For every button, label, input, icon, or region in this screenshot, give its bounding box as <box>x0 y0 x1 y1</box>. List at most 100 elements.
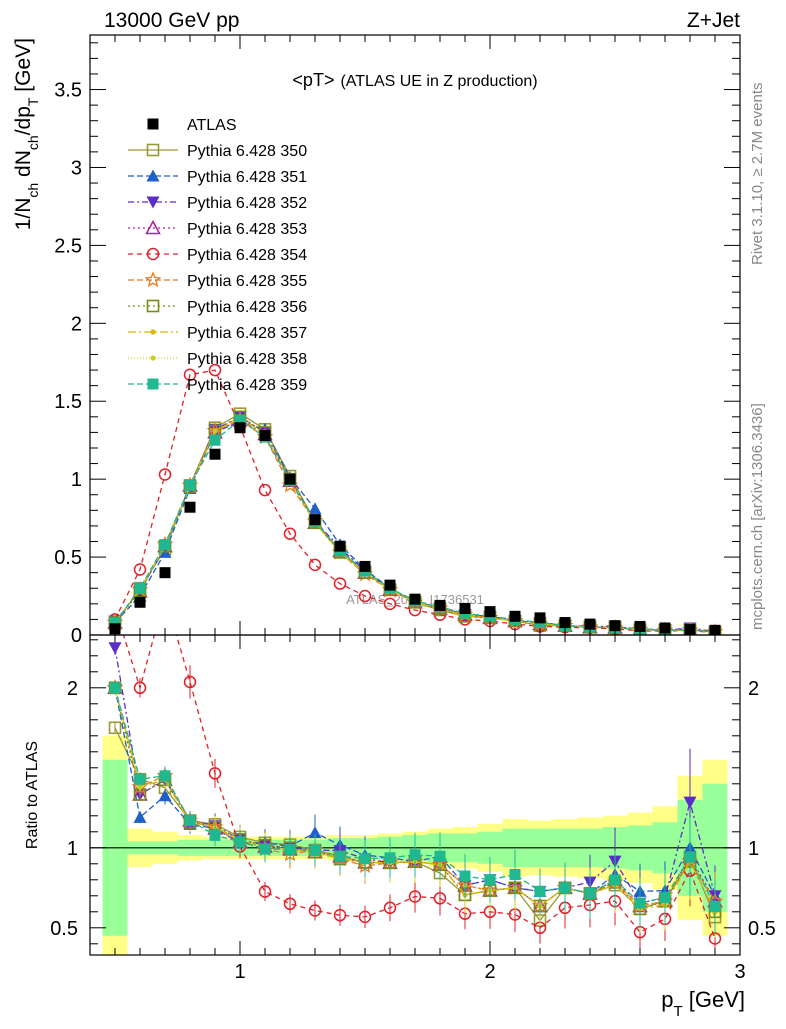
ratio-point-10 <box>284 843 296 855</box>
legend-label-6: Pythia 6.428 355 <box>187 273 307 290</box>
series-point-5 <box>158 468 172 481</box>
ratio-tick-label-left: 2 <box>67 678 78 700</box>
legend-marker-6 <box>144 271 162 288</box>
ratio-point-10 <box>259 843 271 855</box>
x-axis-label: pT [GeV] <box>661 987 745 1020</box>
side-label-top: Rivet 3.1.10, ≥ 2.7M events <box>749 83 766 266</box>
ratio-point-3 <box>683 796 697 809</box>
legend-marker-3 <box>146 196 160 209</box>
ratio-point-5 <box>333 908 347 922</box>
legend-label-9: Pythia 6.428 358 <box>187 351 307 368</box>
ratio-point-3 <box>108 642 122 655</box>
legend-marker-7 <box>146 299 160 313</box>
ratio-point-5 <box>183 675 197 689</box>
y-tick-label: 2.5 <box>54 235 82 257</box>
series-point-5 <box>183 368 197 381</box>
ratio-tick-label-left: 1 <box>67 838 78 860</box>
ratio-point-10 <box>109 682 121 694</box>
legend: ATLAS Pythia 6.428 350 Pythia 6.428 351 Pyt… <box>128 117 307 394</box>
series-point-5 <box>133 563 147 576</box>
series-point-5 <box>333 577 347 590</box>
y-tick-label: 0 <box>71 625 82 647</box>
legend-label-data: ATLAS <box>187 117 237 134</box>
legend-label-2: Pythia 6.428 351 <box>187 169 307 186</box>
ratio-point-5 <box>308 904 322 917</box>
header-left-text: 13000 GeV pp <box>104 9 239 32</box>
data-point <box>159 567 171 579</box>
y-tick-label: 0.5 <box>54 547 82 569</box>
ratio-point-10 <box>559 882 571 894</box>
chart-title: <pT> (ATLAS UE in Z production) <box>292 70 537 90</box>
legend-label-3: Pythia 6.428 352 <box>187 195 307 212</box>
legend-label-10: Pythia 6.428 359 <box>187 377 307 394</box>
ratio-point-10 <box>634 897 646 909</box>
x-tick-label: 1 <box>234 961 245 983</box>
ratio-point-5 <box>110 602 121 613</box>
ratio-point-5 <box>258 885 272 898</box>
legend-label-1: Pythia 6.428 350 <box>187 143 307 160</box>
series-point-10 <box>109 617 121 629</box>
series-point-5 <box>358 589 372 603</box>
ratio-point-5 <box>383 901 397 915</box>
data-point <box>459 603 471 615</box>
ratio-point-10 <box>234 836 246 848</box>
series-point-5 <box>283 527 297 540</box>
data-point <box>209 448 221 460</box>
ratio-point-1 <box>108 721 122 735</box>
ratio-point-10 <box>334 850 346 862</box>
y-tick-label: 3 <box>71 157 82 179</box>
ratio-point-10 <box>134 773 146 785</box>
ratio-point-10 <box>159 770 171 782</box>
data-point <box>659 622 671 634</box>
data-point <box>359 560 371 572</box>
series-point-10 <box>209 434 221 446</box>
data-point <box>484 606 496 618</box>
series-point-5 <box>308 558 322 572</box>
ratio-y-axis-label: Ratio to ATLAS <box>24 741 41 849</box>
series-point-2 <box>308 502 322 515</box>
axes: 1 2 3 0 0.5 1 1.5 2 2.5 3 3.5 0.5 0.5 1 1 2 2 <box>50 34 776 983</box>
ratio-point-10 <box>609 874 621 886</box>
ratio-point-10 <box>584 888 596 900</box>
ratio-point-10 <box>659 892 671 904</box>
chart-title-main: <pT> <box>292 70 334 90</box>
series-point-10 <box>159 539 171 551</box>
main-panel-plot <box>106 363 724 635</box>
data-point <box>284 473 296 485</box>
series-point-5 <box>383 597 397 611</box>
data-point <box>184 501 196 513</box>
data-point <box>409 593 421 605</box>
y-axis-label: 1/Nch dNch/dpT [GeV] <box>12 38 41 230</box>
ratio-tick-label-right: 1 <box>748 838 759 860</box>
legend-marker-4 <box>145 219 161 235</box>
ratio-point-10 <box>384 852 396 864</box>
side-label-bottom: mcplots.cern.ch [arXiv:1306.3436] <box>749 403 766 630</box>
series-point-9 <box>212 428 218 434</box>
series-point-5 <box>208 363 222 377</box>
ratio-point-5 <box>160 590 171 601</box>
y-tick-label: 3.5 <box>54 80 82 102</box>
legend-marker-2 <box>146 169 160 182</box>
ratio-point-10 <box>409 849 421 861</box>
legend-marker-1 <box>146 143 160 157</box>
ratio-point-2 <box>133 810 147 823</box>
series-point-10 <box>134 582 146 594</box>
legend-label-4: Pythia 6.428 353 <box>187 221 307 238</box>
ratio-point-5 <box>133 681 147 695</box>
ratio-tick-label-right: 0.5 <box>748 918 776 940</box>
ratio-point-10 <box>484 874 496 886</box>
data-point <box>234 422 246 434</box>
series-point-5 <box>258 483 272 497</box>
y-tick-label: 2 <box>71 313 82 335</box>
legend-marker-data <box>147 118 159 130</box>
header-right-text: Z+Jet <box>687 9 740 32</box>
data-point <box>534 612 546 624</box>
ratio-point-10 <box>534 885 546 897</box>
y-tick-label: 1 <box>71 469 82 491</box>
data-point <box>584 618 596 630</box>
legend-marker-9 <box>150 355 156 361</box>
ratio-point-5 <box>433 892 447 905</box>
data-point <box>434 599 446 611</box>
